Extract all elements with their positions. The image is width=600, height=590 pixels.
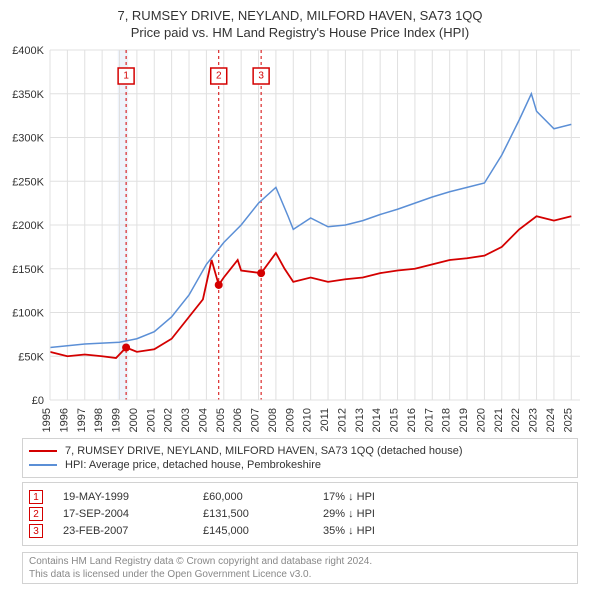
event-price: £131,500 — [203, 508, 323, 520]
event-date: 19-MAY-1999 — [63, 491, 203, 503]
svg-text:2021: 2021 — [493, 408, 505, 432]
legend-row: HPI: Average price, detached house, Pemb… — [29, 459, 571, 471]
event-row: 2 17-SEP-2004 £131,500 29% ↓ HPI — [29, 507, 571, 521]
event-marker-3: 3 — [29, 524, 43, 538]
svg-text:2022: 2022 — [510, 408, 522, 432]
event-price: £145,000 — [203, 525, 323, 537]
event-price: £60,000 — [203, 491, 323, 503]
svg-text:2: 2 — [216, 71, 222, 82]
svg-text:2014: 2014 — [371, 408, 383, 432]
event-delta: 35% ↓ HPI — [323, 525, 375, 537]
chart-container: 7, RUMSEY DRIVE, NEYLAND, MILFORD HAVEN,… — [0, 0, 600, 590]
event-row: 3 23-FEB-2007 £145,000 35% ↓ HPI — [29, 524, 571, 538]
svg-text:2006: 2006 — [232, 408, 244, 432]
svg-text:£0: £0 — [32, 395, 44, 407]
event-delta: 29% ↓ HPI — [323, 508, 375, 520]
footer-line2: This data is licensed under the Open Gov… — [29, 568, 571, 581]
svg-text:£200K: £200K — [12, 220, 44, 232]
footer-line1: Contains HM Land Registry data © Crown c… — [29, 555, 571, 568]
svg-text:1: 1 — [123, 71, 129, 82]
svg-text:2025: 2025 — [562, 408, 574, 432]
svg-text:2024: 2024 — [545, 408, 557, 432]
svg-text:£150K: £150K — [12, 264, 44, 276]
title-main: 7, RUMSEY DRIVE, NEYLAND, MILFORD HAVEN,… — [0, 8, 600, 23]
svg-text:2002: 2002 — [163, 408, 175, 432]
svg-text:£400K: £400K — [12, 45, 44, 57]
svg-text:2015: 2015 — [389, 408, 401, 432]
svg-text:2016: 2016 — [406, 408, 418, 432]
svg-text:2011: 2011 — [319, 408, 331, 432]
svg-text:2017: 2017 — [423, 408, 435, 432]
legend-label: HPI: Average price, detached house, Pemb… — [65, 459, 321, 471]
svg-text:2008: 2008 — [267, 408, 279, 432]
svg-text:2018: 2018 — [441, 408, 453, 432]
svg-text:£300K: £300K — [12, 133, 44, 145]
line-chart: £0£50K£100K£150K£200K£250K£300K£350K£400… — [50, 50, 580, 400]
svg-text:3: 3 — [258, 71, 264, 82]
svg-text:£250K: £250K — [12, 176, 44, 188]
svg-text:2013: 2013 — [354, 408, 366, 432]
svg-text:1995: 1995 — [41, 408, 53, 432]
svg-text:2004: 2004 — [197, 408, 209, 432]
event-date: 17-SEP-2004 — [63, 508, 203, 520]
svg-text:2003: 2003 — [180, 408, 192, 432]
plot-area: £0£50K£100K£150K£200K£250K£300K£350K£400… — [50, 50, 580, 400]
svg-text:2012: 2012 — [336, 408, 348, 432]
svg-text:2019: 2019 — [458, 408, 470, 432]
svg-text:2023: 2023 — [528, 408, 540, 432]
svg-text:2009: 2009 — [284, 408, 296, 432]
event-marker-2: 2 — [29, 507, 43, 521]
svg-text:2007: 2007 — [250, 408, 262, 432]
svg-text:2005: 2005 — [215, 408, 227, 432]
svg-text:£350K: £350K — [12, 89, 44, 101]
event-row: 1 19-MAY-1999 £60,000 17% ↓ HPI — [29, 490, 571, 504]
legend-row: 7, RUMSEY DRIVE, NEYLAND, MILFORD HAVEN,… — [29, 445, 571, 457]
legend-label: 7, RUMSEY DRIVE, NEYLAND, MILFORD HAVEN,… — [65, 445, 463, 457]
footer-box: Contains HM Land Registry data © Crown c… — [22, 552, 578, 584]
event-date: 23-FEB-2007 — [63, 525, 203, 537]
svg-text:1996: 1996 — [58, 408, 70, 432]
svg-text:£50K: £50K — [18, 351, 44, 363]
legend-swatch-1 — [29, 450, 57, 452]
legend-box: 7, RUMSEY DRIVE, NEYLAND, MILFORD HAVEN,… — [22, 438, 578, 478]
event-delta: 17% ↓ HPI — [323, 491, 375, 503]
svg-text:1997: 1997 — [76, 408, 88, 432]
svg-text:2020: 2020 — [475, 408, 487, 432]
svg-text:2010: 2010 — [302, 408, 314, 432]
legend-swatch-2 — [29, 464, 57, 466]
title-block: 7, RUMSEY DRIVE, NEYLAND, MILFORD HAVEN,… — [0, 0, 600, 40]
title-sub: Price paid vs. HM Land Registry's House … — [0, 25, 600, 40]
event-marker-1: 1 — [29, 490, 43, 504]
svg-text:£100K: £100K — [12, 308, 44, 320]
svg-text:1998: 1998 — [93, 408, 105, 432]
svg-text:2001: 2001 — [145, 408, 157, 432]
svg-text:2000: 2000 — [128, 408, 140, 432]
svg-text:1999: 1999 — [111, 408, 123, 432]
events-box: 1 19-MAY-1999 £60,000 17% ↓ HPI 2 17-SEP… — [22, 482, 578, 546]
